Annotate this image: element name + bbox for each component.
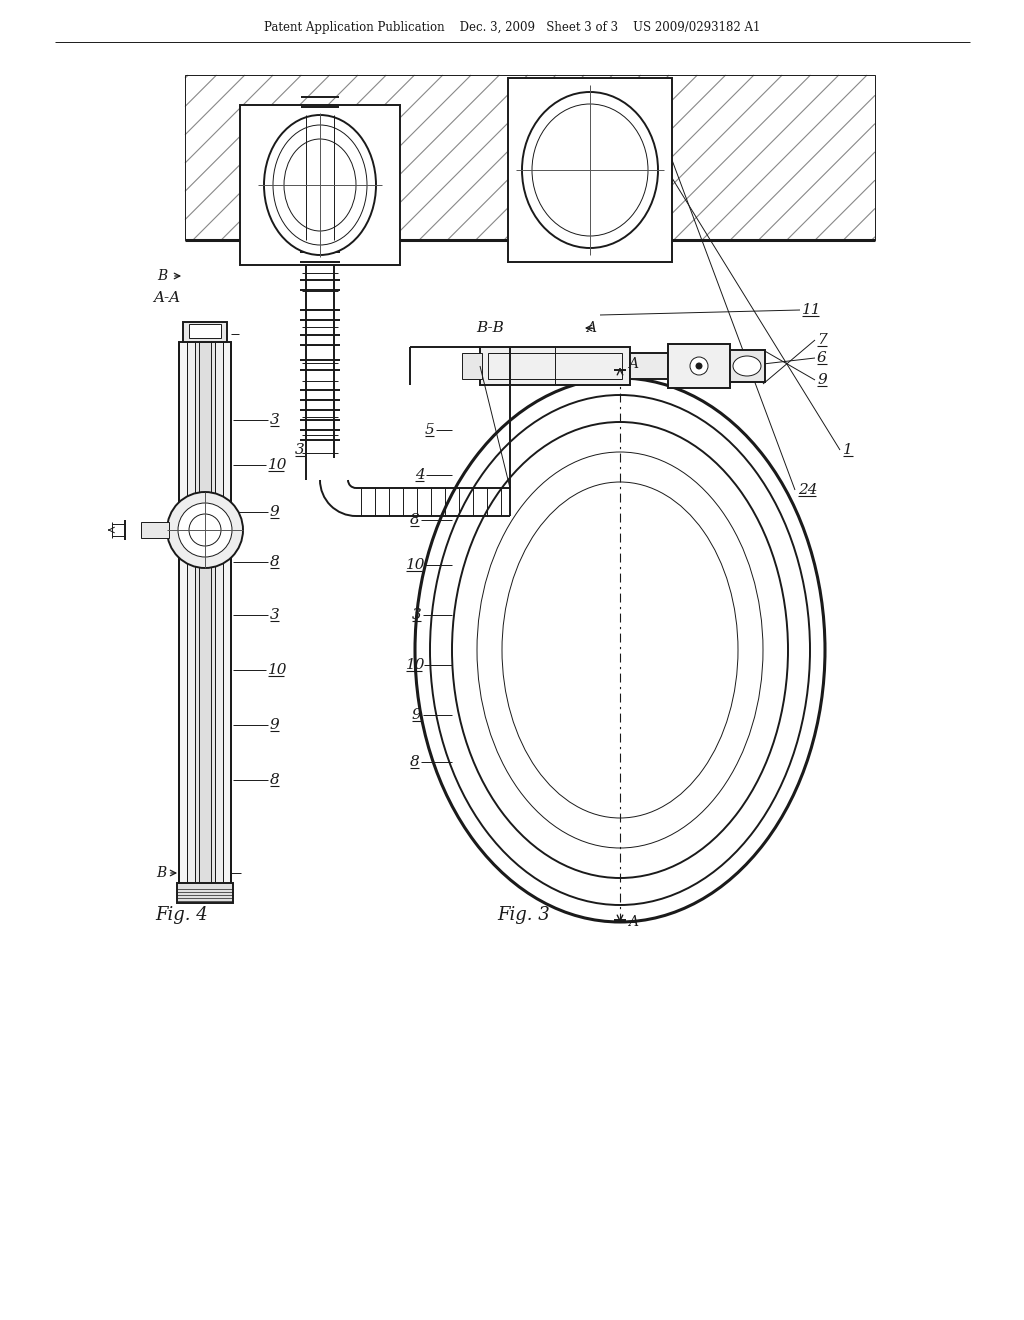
Text: 3: 3 — [270, 413, 280, 426]
Text: 24: 24 — [798, 483, 817, 498]
Bar — [185, 75, 874, 240]
Text: B-B: B-B — [476, 321, 504, 335]
Text: 9: 9 — [270, 506, 280, 519]
Text: 11: 11 — [802, 304, 821, 317]
Bar — [179, 342, 231, 884]
Ellipse shape — [522, 92, 658, 248]
Text: 10: 10 — [406, 657, 426, 672]
Text: Patent Application Publication    Dec. 3, 2009   Sheet 3 of 3    US 2009/0293182: Patent Application Publication Dec. 3, 2… — [264, 21, 760, 33]
Ellipse shape — [733, 356, 761, 376]
Bar — [199, 342, 211, 884]
Text: 4: 4 — [415, 469, 425, 482]
Bar — [177, 883, 233, 903]
Ellipse shape — [430, 395, 810, 906]
Bar — [195, 342, 215, 884]
Circle shape — [167, 492, 243, 568]
Text: 8: 8 — [270, 554, 280, 569]
Text: 9: 9 — [817, 374, 826, 387]
Text: 9: 9 — [270, 718, 280, 733]
Text: 10: 10 — [406, 558, 426, 572]
Bar — [668, 345, 730, 388]
Text: 10: 10 — [268, 663, 288, 677]
Text: A: A — [628, 915, 638, 929]
Ellipse shape — [264, 115, 376, 255]
Ellipse shape — [273, 125, 367, 246]
Text: 8: 8 — [270, 774, 280, 787]
Text: B: B — [156, 866, 166, 880]
Bar — [189, 323, 221, 338]
Text: 3: 3 — [270, 609, 280, 622]
Circle shape — [696, 363, 702, 370]
Circle shape — [178, 503, 232, 557]
Text: 6: 6 — [817, 351, 826, 366]
Text: 5: 5 — [425, 422, 435, 437]
Circle shape — [690, 356, 708, 375]
Text: 7: 7 — [817, 333, 826, 347]
Bar — [730, 350, 765, 381]
Text: 3: 3 — [412, 609, 422, 622]
Text: 10: 10 — [268, 458, 288, 473]
Bar — [488, 352, 622, 379]
Text: A: A — [628, 356, 638, 371]
Text: 1: 1 — [843, 444, 853, 457]
Text: Fig. 3: Fig. 3 — [497, 906, 550, 924]
Text: 8: 8 — [410, 513, 420, 527]
Bar — [187, 342, 223, 884]
Bar — [480, 347, 630, 385]
Bar — [630, 352, 668, 379]
Bar — [508, 78, 672, 261]
Bar — [240, 106, 400, 265]
Bar — [462, 352, 482, 379]
Text: B: B — [157, 269, 167, 282]
Text: 3: 3 — [295, 444, 305, 457]
Text: A: A — [586, 321, 596, 335]
Text: 8: 8 — [410, 755, 420, 770]
Text: 9: 9 — [412, 708, 422, 722]
Bar — [141, 521, 169, 539]
Text: A-A: A-A — [153, 290, 180, 305]
Text: Fig. 4: Fig. 4 — [155, 906, 208, 924]
Bar — [183, 322, 227, 342]
